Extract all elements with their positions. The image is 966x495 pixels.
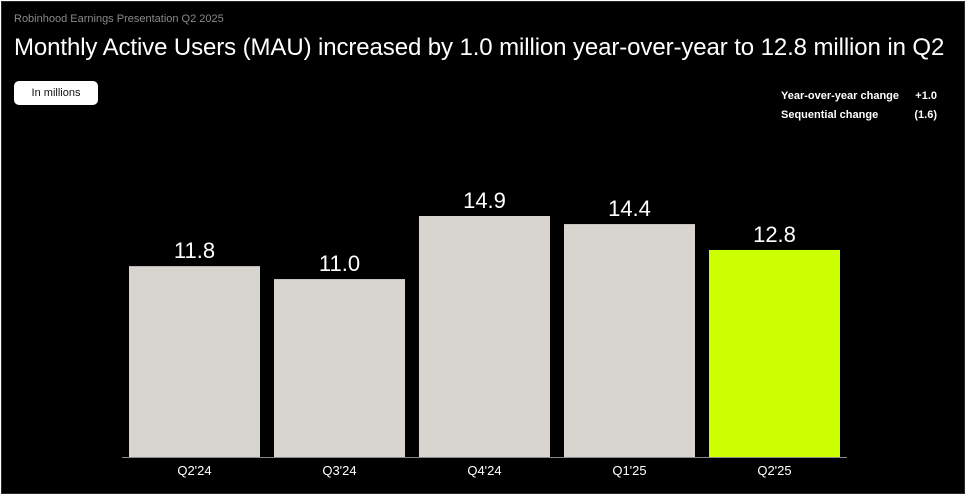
- x-tick-label: Q1'25: [612, 463, 646, 478]
- stat-label-sequential: Sequential change: [781, 109, 879, 121]
- bar-Q4'24: [419, 216, 550, 457]
- x-tick-label: Q2'24: [177, 463, 211, 478]
- bar-Q2'24: [129, 266, 260, 457]
- change-summary: Year-over-year change +1.0 Sequential ch…: [781, 90, 937, 128]
- bar-Q2'25: [709, 249, 840, 457]
- bar-value-label: 14.4: [608, 196, 651, 221]
- stat-value-yoy: +1.0: [915, 90, 937, 102]
- bar-value-label: 11.8: [174, 238, 215, 263]
- stat-row-sequential: Sequential change (1.6): [781, 109, 937, 128]
- stat-row-yoy: Year-over-year change +1.0: [781, 90, 937, 109]
- bar-value-label: 12.8: [753, 222, 796, 247]
- bar-value-label: 14.9: [463, 188, 506, 213]
- x-tick-label: Q3'24: [322, 463, 356, 478]
- x-tick-label: Q2'25: [757, 463, 791, 478]
- stat-label-yoy: Year-over-year change: [781, 90, 900, 102]
- stat-value-sequential: (1.6): [914, 109, 937, 121]
- bar-Q3'24: [274, 279, 405, 457]
- presentation-subtitle: Robinhood Earnings Presentation Q2 2025: [14, 13, 224, 25]
- x-tick-label: Q4'24: [467, 463, 501, 478]
- unit-badge: In millions: [14, 81, 98, 105]
- slide-title: Monthly Active Users (MAU) increased by …: [14, 34, 945, 61]
- bar-value-label: 11.0: [319, 251, 360, 276]
- bar-Q1'25: [564, 224, 695, 457]
